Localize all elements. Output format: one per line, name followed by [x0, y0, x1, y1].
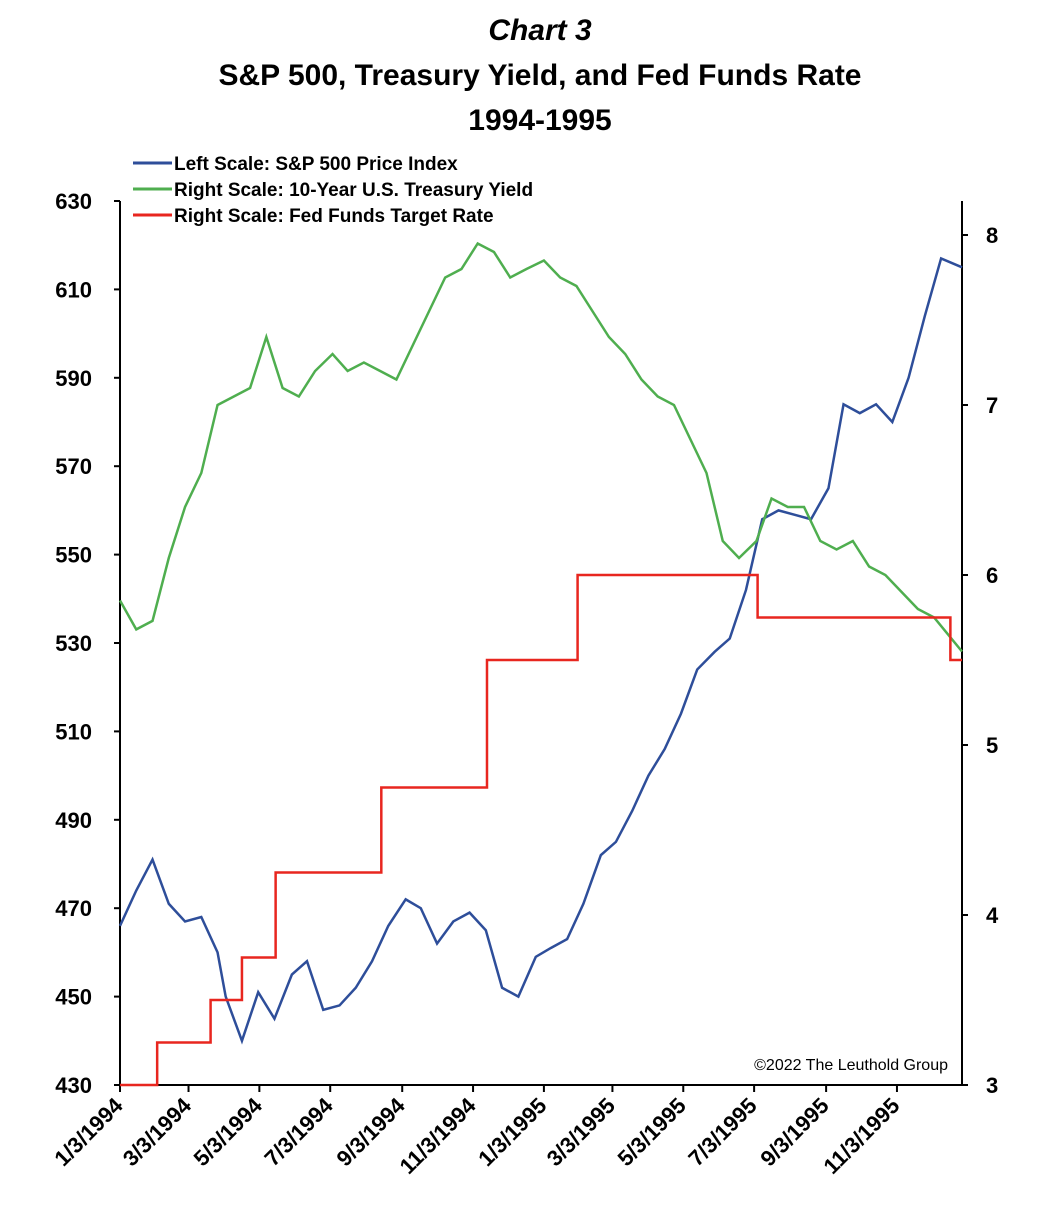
y-tick-label: 470 — [55, 896, 92, 921]
y2-tick-label: 8 — [986, 223, 998, 248]
y-tick-label: 570 — [55, 454, 92, 479]
x-tick-label: 11/3/1995 — [818, 1093, 904, 1179]
series-line — [118, 241, 963, 653]
legend-label: Left Scale: S&P 500 Price Index — [174, 154, 458, 175]
y-tick-label: 430 — [55, 1073, 92, 1098]
legend-label: Right Scale: 10-Year U.S. Treasury Yield — [174, 180, 533, 201]
chart-subtitle: S&P 500, Treasury Yield, and Fed Funds R… — [218, 59, 861, 92]
x-tick-label: 3/3/1995 — [542, 1093, 620, 1171]
y2-tick-label: 5 — [986, 733, 998, 758]
y-tick-label: 450 — [55, 985, 92, 1010]
y2-tick-label: 3 — [986, 1073, 998, 1098]
y-tick-label: 590 — [55, 366, 92, 391]
annotation: ©2022 The Leuthold Group — [754, 1057, 948, 1074]
y-tick-label: 530 — [55, 631, 92, 656]
y2-tick-label: 4 — [986, 903, 999, 928]
x-tick-label: 1/3/1994 — [49, 1092, 128, 1171]
x-tick-label: 1/3/1995 — [473, 1093, 551, 1171]
x-tick-label: 5/3/1994 — [189, 1092, 268, 1171]
chart-title: Chart 3 — [488, 14, 592, 47]
y-tick-label: 510 — [55, 719, 92, 744]
chart-subtitle: 1994-1995 — [468, 104, 611, 137]
legend-label: Right Scale: Fed Funds Target Rate — [174, 206, 494, 227]
y-tick-label: 630 — [55, 189, 92, 214]
x-tick-label: 7/3/1995 — [683, 1093, 761, 1171]
x-tick-label: 3/3/1994 — [118, 1092, 197, 1171]
x-tick-label: 11/3/1994 — [395, 1092, 482, 1179]
series-line — [118, 256, 963, 1045]
y2-tick-label: 7 — [986, 393, 998, 418]
y2-tick-label: 6 — [986, 563, 998, 588]
x-tick-label: 7/3/1994 — [260, 1092, 339, 1171]
y-tick-label: 490 — [55, 808, 92, 833]
y-tick-label: 610 — [55, 277, 92, 302]
series-line — [120, 573, 962, 1087]
x-tick-label: 5/3/1995 — [613, 1093, 691, 1171]
y-tick-label: 550 — [55, 543, 92, 568]
